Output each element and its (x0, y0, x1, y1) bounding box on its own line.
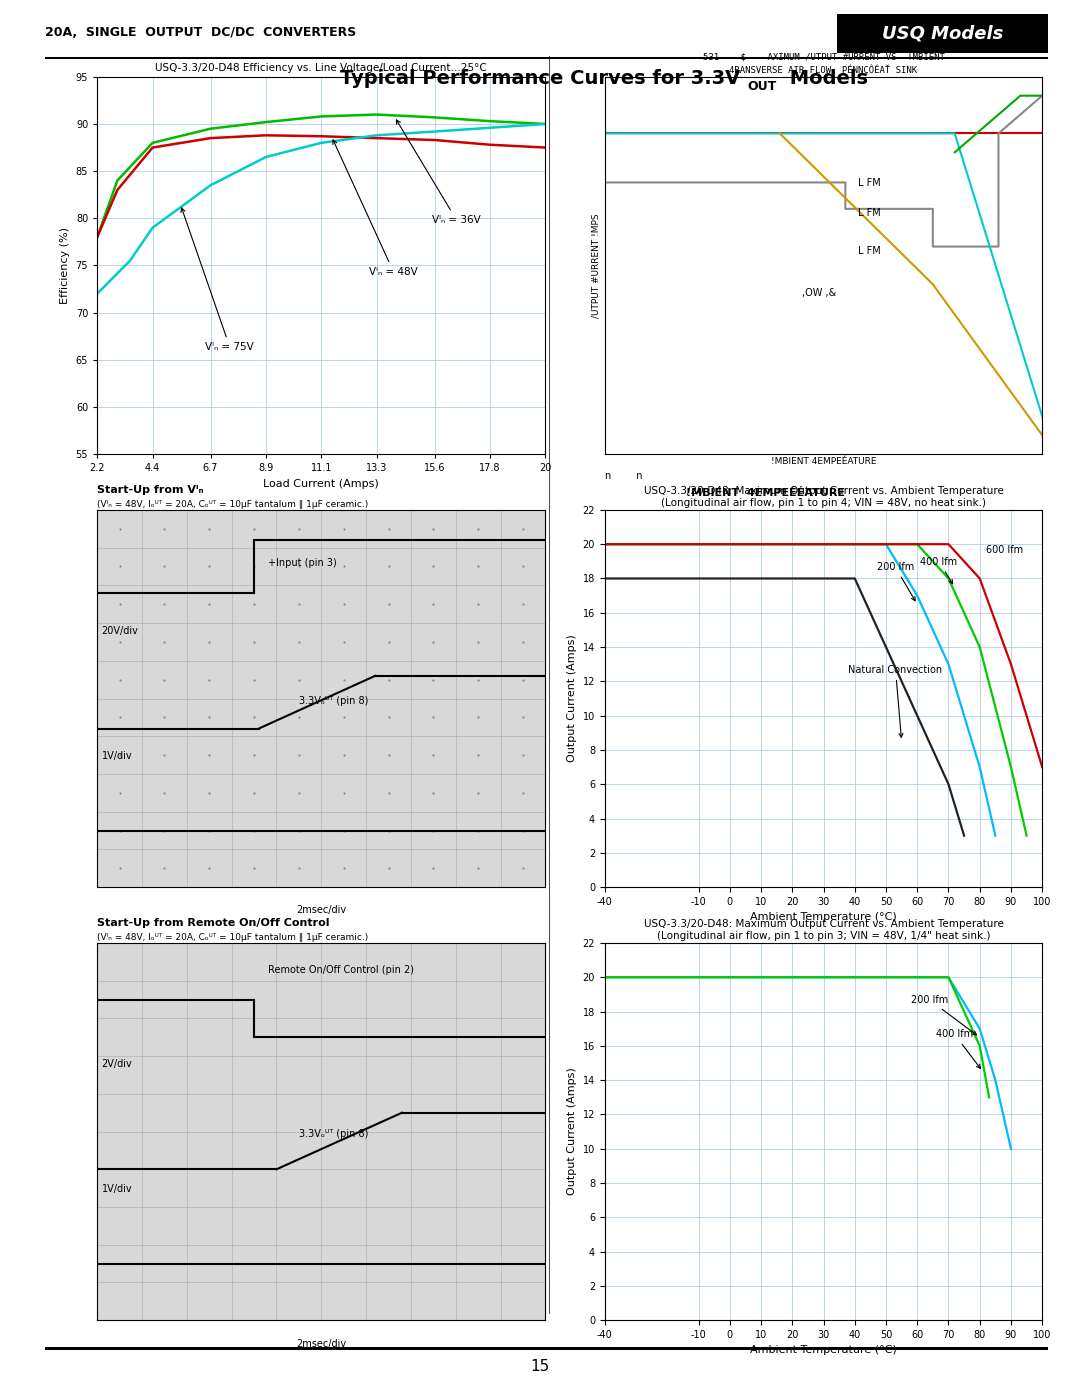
Y-axis label: Output Current (Amps): Output Current (Amps) (567, 1067, 577, 1196)
Text: 200 lfm: 200 lfm (877, 562, 915, 601)
Text: (Vᴵₙ = 48V, Iₒᵁᵀ = 20A, Cₒᵁᵀ = 10μF tantalum ‖ 1μF ceramic.): (Vᴵₙ = 48V, Iₒᵁᵀ = 20A, Cₒᵁᵀ = 10μF tant… (97, 933, 368, 942)
Text: Vᴵₙ = 36V: Vᴵₙ = 36V (396, 120, 481, 225)
Text: L FM: L FM (859, 246, 881, 256)
Text: ,OW ,&: ,OW ,& (801, 288, 836, 298)
Text: 2msec/div: 2msec/div (296, 905, 347, 915)
Title: USQ-3.3/20-D48: Maximum Output Current vs. Ambient Temperature
(Longitudinal air: USQ-3.3/20-D48: Maximum Output Current v… (644, 919, 1003, 940)
Y-axis label: Efficiency (%): Efficiency (%) (60, 226, 70, 305)
Text: Remote On/Off Control (pin 2): Remote On/Off Control (pin 2) (268, 965, 414, 975)
Text: 400 lfm: 400 lfm (920, 557, 958, 584)
Text: USQ Models: USQ Models (881, 25, 1003, 42)
Y-axis label: Output Current (Amps): Output Current (Amps) (567, 634, 577, 763)
Title: USQ-3.3/20-D48 Efficiency vs. Line Voltage/Load Current…25°C: USQ-3.3/20-D48 Efficiency vs. Line Volta… (156, 63, 487, 73)
Text: n        n: n n (605, 471, 643, 481)
Text: Models: Models (783, 68, 868, 88)
Text: +Input (pin 3): +Input (pin 3) (268, 559, 336, 569)
Y-axis label: /UTPUT #URRENT !MPS: /UTPUT #URRENT !MPS (592, 214, 600, 317)
Text: 1V/div: 1V/div (102, 1183, 133, 1194)
Text: !MBIENT  4EMPEÉÉATURE: !MBIENT 4EMPEÉÉATURE (686, 488, 845, 497)
Text: 2V/div: 2V/div (102, 1059, 133, 1070)
Title: USQ-3.3/20-D48: Maximum Output Current vs. Ambient Temperature
(Longitudinal air: USQ-3.3/20-D48: Maximum Output Current v… (644, 486, 1003, 507)
X-axis label: Load Current (Amps): Load Current (Amps) (264, 479, 379, 489)
Title: 531    $   -AXIMUM /UTPUT #URRENT VS  !MBIENŤ
4RANSVERSE AIR FLOW  PÉNNÇÔÉAŤ SIN: 531 $ -AXIMUM /UTPUT #URRENT VS !MBIENŤ … (703, 53, 944, 74)
X-axis label: !MBIENT 4EMPEÉATURE: !MBIENT 4EMPEÉATURE (771, 457, 876, 465)
Text: 20A,  SINGLE  OUTPUT  DC/DC  CONVERTERS: 20A, SINGLE OUTPUT DC/DC CONVERTERS (45, 27, 356, 39)
X-axis label: Ambient Temperature (°C): Ambient Temperature (°C) (751, 1345, 896, 1355)
Text: 200 lfm: 200 lfm (912, 995, 976, 1035)
Text: 3.3Vₒᵁᵀ (pin 8): 3.3Vₒᵁᵀ (pin 8) (299, 1129, 368, 1139)
Text: Vᴵₙ = 48V: Vᴵₙ = 48V (333, 140, 418, 277)
Text: Start-Up from Remote On/Off Control: Start-Up from Remote On/Off Control (97, 918, 329, 928)
Text: 20V/div: 20V/div (102, 626, 138, 637)
Text: Natural Convection: Natural Convection (849, 665, 943, 738)
Text: 600 lfm: 600 lfm (986, 545, 1023, 555)
Text: 2msec/div: 2msec/div (296, 1338, 347, 1348)
X-axis label: Ambient Temperature (°C): Ambient Temperature (°C) (751, 912, 896, 922)
Text: 400 lfm: 400 lfm (936, 1030, 981, 1069)
Text: (Vᴵₙ = 48V, Iₒᵁᵀ = 20A, Cₒᵁᵀ = 10μF tantalum ‖ 1μF ceramic.): (Vᴵₙ = 48V, Iₒᵁᵀ = 20A, Cₒᵁᵀ = 10μF tant… (97, 500, 368, 509)
Text: L FM: L FM (859, 208, 881, 218)
Text: Vᴵₙ = 75V: Vᴵₙ = 75V (181, 208, 254, 352)
Text: 1V/div: 1V/div (102, 750, 133, 761)
Text: OUT: OUT (747, 80, 777, 94)
Text: 15: 15 (530, 1359, 550, 1373)
Text: Typical Performance Curves for 3.3V: Typical Performance Curves for 3.3V (340, 68, 740, 88)
Text: Start-Up from Vᴵₙ: Start-Up from Vᴵₙ (97, 485, 204, 495)
Text: L FM: L FM (859, 179, 881, 189)
Text: 3.3Vₒᵁᵀ (pin 8): 3.3Vₒᵁᵀ (pin 8) (299, 696, 368, 705)
